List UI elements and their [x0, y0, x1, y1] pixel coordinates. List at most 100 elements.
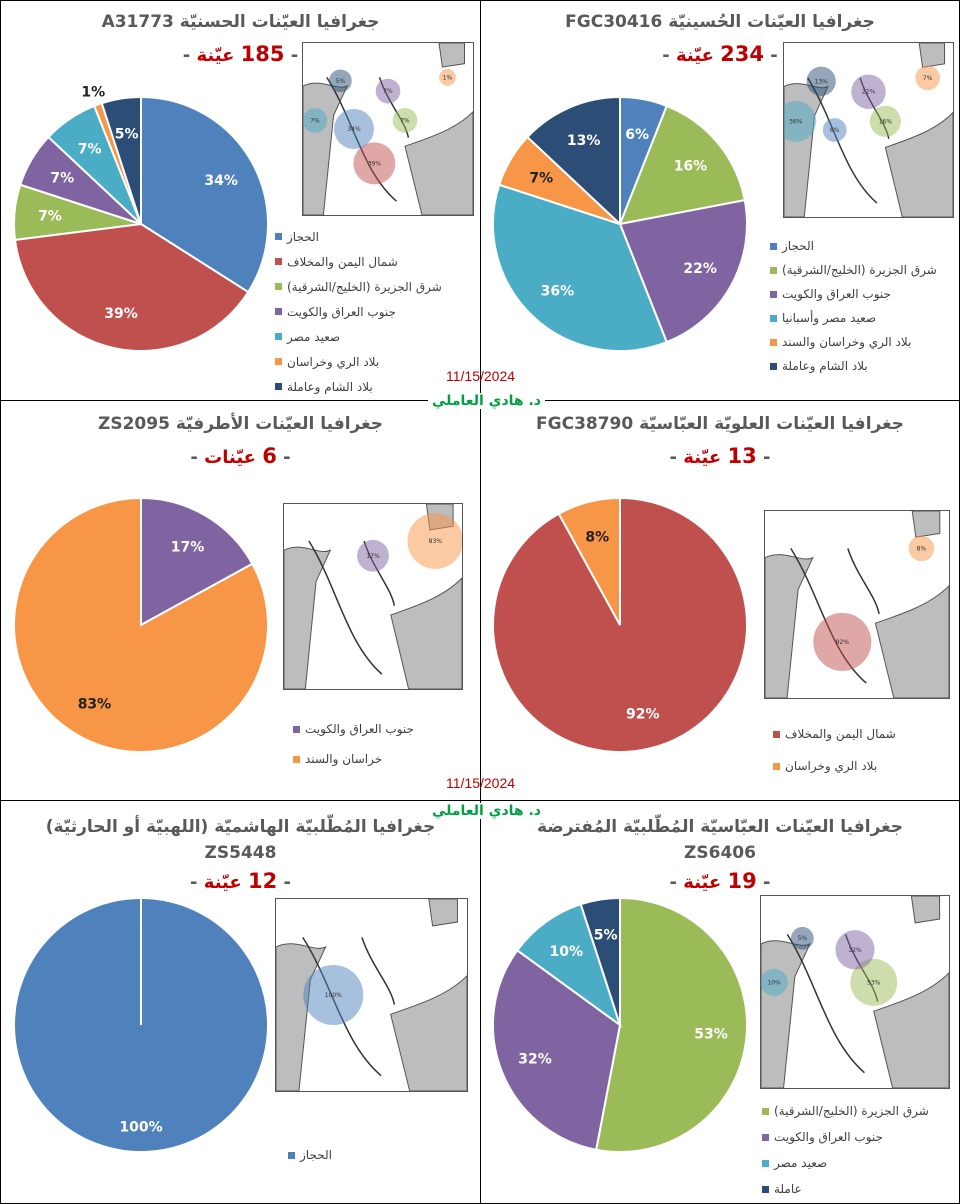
count-number: 13 — [727, 444, 757, 468]
map-bubble-egypt — [303, 108, 328, 133]
pie-chart: 92% 8% — [492, 496, 748, 753]
count-word: عيّنة — [683, 872, 722, 893]
legend-item: بلاد الشام وعاملة — [275, 374, 442, 399]
map-bubble-ray — [915, 65, 940, 91]
map-bubble-ray — [407, 513, 462, 569]
map-bubble-label: 7% — [923, 75, 933, 82]
pie-slice-sham — [579, 896, 621, 1026]
legend-swatch — [275, 308, 282, 315]
legend-label: جنوب العراق والكويت — [782, 287, 891, 301]
slice-data-label: 7% — [529, 170, 553, 186]
chart-legend: شرق الجزيرة (الخليج/الشرقية) جنوب العراق … — [762, 1098, 929, 1202]
legend-item: بلاد الري وخراسان والسند — [770, 330, 937, 354]
map-bubble-label: 16% — [879, 118, 893, 125]
legend-swatch — [275, 383, 282, 390]
map-bubble-label: 10% — [767, 979, 781, 986]
legend-swatch — [293, 725, 300, 733]
region-map: 92% 8% — [764, 510, 950, 699]
slice-data-label: 6% — [625, 127, 649, 143]
count-dash-left: - — [669, 447, 677, 468]
pie-chart: 6% 16% 22% 36% 7% 13% — [492, 95, 748, 352]
legend-item: بلاد الري وخراسان — [773, 750, 896, 782]
legend-label: صعيد مصر وأسبانيا — [782, 311, 877, 325]
legend-label: الحجاز — [287, 229, 319, 244]
map-bubble-egypt — [761, 968, 788, 996]
slice-data-label: 83% — [78, 697, 112, 713]
legend-item: خراسان والسند — [293, 744, 414, 774]
chart-legend: الحجاز شرق الجزيرة (الخليج/الشرقية) جنوب ا… — [770, 234, 937, 378]
legend-label: شرق الجزيرة (الخليج/الشرقية) — [287, 279, 442, 294]
map-bubble-label: 83% — [429, 538, 443, 545]
slice-data-label: 5% — [115, 127, 139, 143]
map-bubble-hijaz — [303, 965, 364, 1025]
count-dash-right: - — [763, 447, 771, 468]
map-bubble-iraq — [375, 78, 401, 104]
map-bubble-hijaz — [334, 109, 374, 149]
map-bubble-label: 5% — [336, 78, 346, 85]
legend-swatch — [275, 358, 282, 365]
chart-legend: الحجاز شمال اليمن والمخلاف شرق الجزيرة (ال… — [275, 224, 442, 399]
legend-item: بلاد الري وخراسان — [275, 349, 442, 374]
pie-slice-east — [595, 896, 748, 1153]
legend-item: عاملة — [762, 1176, 929, 1202]
pie-chart: 17% 83% — [13, 496, 269, 753]
author-stamp: د. هادي العاملي — [428, 803, 545, 819]
legend-label: شمال اليمن والمخلاف — [785, 727, 896, 741]
map-bubble-egypt — [784, 100, 817, 142]
legend-item: صعيد مصر — [275, 324, 442, 349]
count-dash-right: - — [290, 45, 299, 66]
map-drawing: 53% 32% 10% 5% — [761, 896, 949, 1088]
map-bubble-label: 1% — [443, 74, 453, 81]
legend-label: الحجاز — [300, 1148, 332, 1162]
slice-data-label: 7% — [38, 208, 62, 224]
count-number: 12 — [247, 869, 278, 893]
map-bubble-sham — [329, 69, 352, 93]
count-dash-right: - — [283, 872, 291, 893]
slice-data-label: 16% — [674, 159, 708, 175]
legend-label: بلاد الري وخراسان — [287, 354, 380, 369]
legend-swatch — [275, 283, 282, 290]
map-bubble-yemen — [813, 612, 872, 671]
legend-swatch — [293, 755, 300, 763]
slice-data-label: 10% — [549, 944, 583, 960]
legend-item: الحجاز — [770, 234, 937, 258]
count-dash-right: - — [770, 45, 778, 66]
date-stamp: 11/15/2024 — [446, 775, 516, 791]
pie-slice-ray — [557, 496, 621, 626]
sample-count: - 19 عيّنة - — [600, 869, 840, 893]
chart-title: جغرافيا العيّنات الحسنيّة A31773 — [101, 12, 380, 32]
count-word: عيّنات — [204, 447, 256, 468]
legend-swatch — [762, 1107, 769, 1115]
legend-label: بلاد الري وخراسان والسند — [782, 335, 912, 349]
legend-swatch — [770, 314, 777, 322]
legend-item: شمال اليمن والمخلاف — [275, 249, 442, 274]
map-drawing: 6% 16% 22% 36% 7% 13% — [784, 43, 953, 217]
legend-swatch — [762, 1133, 769, 1141]
map-drawing: 17% 83% — [284, 504, 462, 689]
region-map: 100% — [275, 898, 468, 1092]
map-bubble-label: 22% — [862, 89, 876, 96]
count-dash-left: - — [182, 45, 191, 66]
map-drawing: 100% — [276, 899, 467, 1091]
count-dash-left: - — [190, 872, 198, 893]
legend-item: جنوب العراق والكويت — [275, 299, 442, 324]
legend-swatch — [770, 242, 777, 250]
map-bubble-iraq — [835, 930, 875, 970]
slice-data-label: 7% — [50, 170, 74, 186]
legend-label: عاملة — [774, 1182, 802, 1196]
map-bubble-ray — [439, 69, 456, 86]
pie-slice-yemen — [13, 222, 250, 352]
map-bubble-label: 92% — [836, 639, 850, 646]
pie-slice-iraq — [140, 496, 254, 627]
legend-item: صعيد مصر وأسبانيا — [770, 306, 937, 330]
legend-label: شرق الجزيرة (الخليج/الشرقية) — [782, 263, 937, 277]
legend-swatch — [762, 1185, 769, 1193]
map-bubble-label: 13% — [815, 78, 829, 85]
map-bubble-label: 53% — [867, 979, 881, 986]
legend-swatch — [275, 333, 282, 340]
count-dash-right: - — [763, 872, 771, 893]
slice-data-label: 8% — [585, 529, 609, 545]
map-bubble-east — [850, 958, 898, 1006]
pie-chart: 53% 32% 10% 5% — [492, 896, 748, 1153]
date-stamp: 11/15/2024 — [446, 368, 516, 384]
